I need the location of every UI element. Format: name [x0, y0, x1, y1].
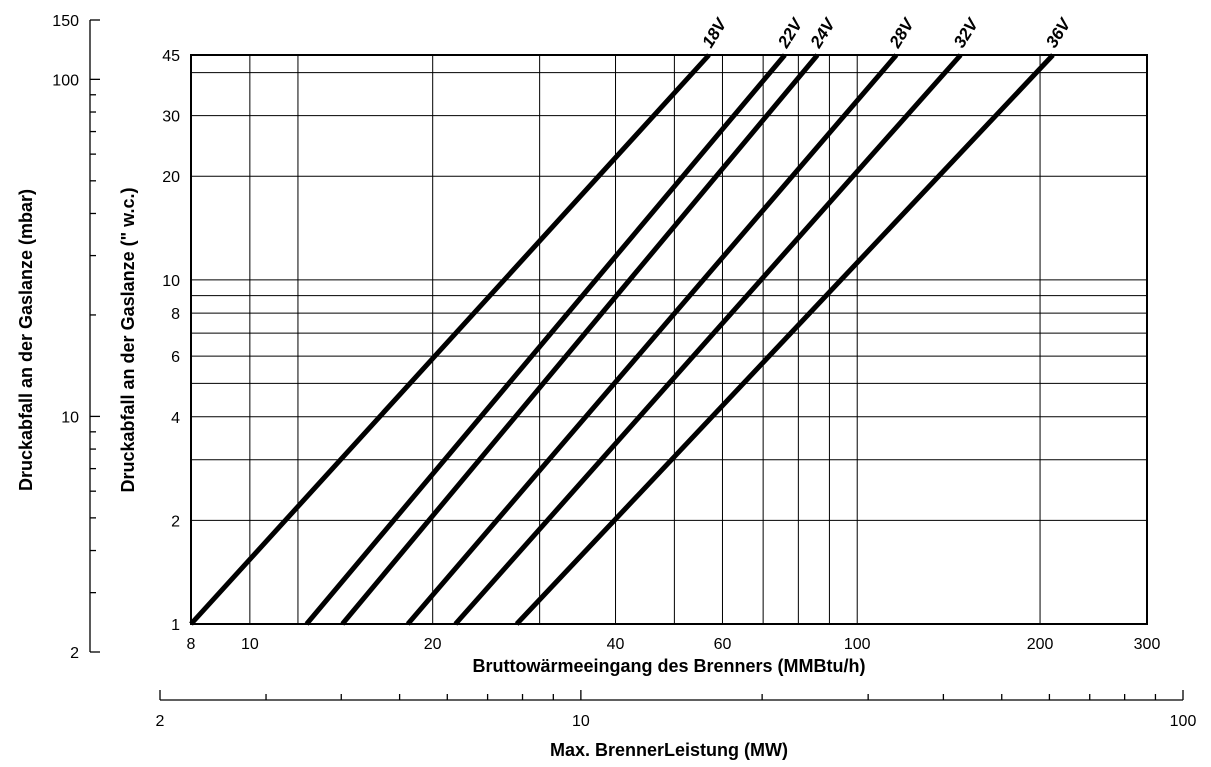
x-tick-label: 100	[844, 636, 871, 653]
series-layer: 18V 22V 24V 28V 32V 36V	[189, 14, 1075, 626]
secondary-y-tick-label: 100	[52, 72, 79, 89]
plot-frame	[190, 54, 1148, 625]
secondary-x-axis-title: Max. BrennerLeistung (MW)	[550, 740, 788, 760]
series-line	[405, 53, 899, 626]
y-tick-label: 10	[162, 273, 180, 290]
x-axis-title: Bruttowärmeeingang des Brenners (MMBtu/h…	[472, 656, 865, 676]
secondary-x-tick-label: 2	[156, 713, 165, 730]
series-line	[304, 53, 787, 626]
y-tick-label: 30	[162, 109, 180, 126]
secondary-y-tick-label: 10	[61, 409, 79, 426]
x-tick-label: 60	[714, 636, 732, 653]
series-line	[340, 53, 820, 626]
y-axis-title: Druckabfall an der Gaslanze (" w.c.)	[118, 188, 138, 493]
y-tick-label: 45	[162, 48, 180, 65]
x-tick-label: 300	[1134, 636, 1161, 653]
x-tick-label: 40	[607, 636, 625, 653]
y-tick-label: 20	[162, 169, 180, 186]
x-tick-label: 10	[241, 636, 259, 653]
secondary-y-tick-label: 2	[70, 645, 79, 662]
series-line	[514, 53, 1055, 626]
secondary-x-tick-label: 10	[572, 713, 590, 730]
secondary-y-axis-title: Druckabfall an der Gaslanze (mbar)	[16, 189, 36, 491]
series-label: 24V	[806, 14, 840, 52]
auxiliary-axes-layer: 2 10 100 150 2 10 100	[52, 13, 1196, 730]
y-tick-label: 1	[171, 617, 180, 634]
secondary-x-tick-label: 100	[1170, 713, 1197, 730]
series-label: 32V	[950, 14, 983, 51]
grid-layer	[191, 55, 1147, 624]
y-tick-label: 6	[171, 349, 180, 366]
series-label: 22V	[774, 14, 808, 52]
series-label: 36V	[1042, 14, 1075, 51]
series-label: 18V	[698, 14, 731, 51]
x-tick-label: 20	[424, 636, 442, 653]
y-tick-label: 2	[171, 513, 180, 530]
series-line	[189, 53, 711, 626]
y-tick-label: 4	[171, 410, 180, 427]
x-tick-label: 200	[1027, 636, 1054, 653]
secondary-y-tick-label: 150	[52, 13, 79, 30]
tick-layer: 8 10 20 40 60 100 200 300 1 2 4 6 8 10 20 30 45	[162, 48, 1160, 653]
series-label: 28V	[885, 14, 919, 52]
series-line	[453, 53, 963, 626]
y-tick-label: 8	[171, 306, 180, 323]
x-tick-label: 8	[187, 636, 196, 653]
